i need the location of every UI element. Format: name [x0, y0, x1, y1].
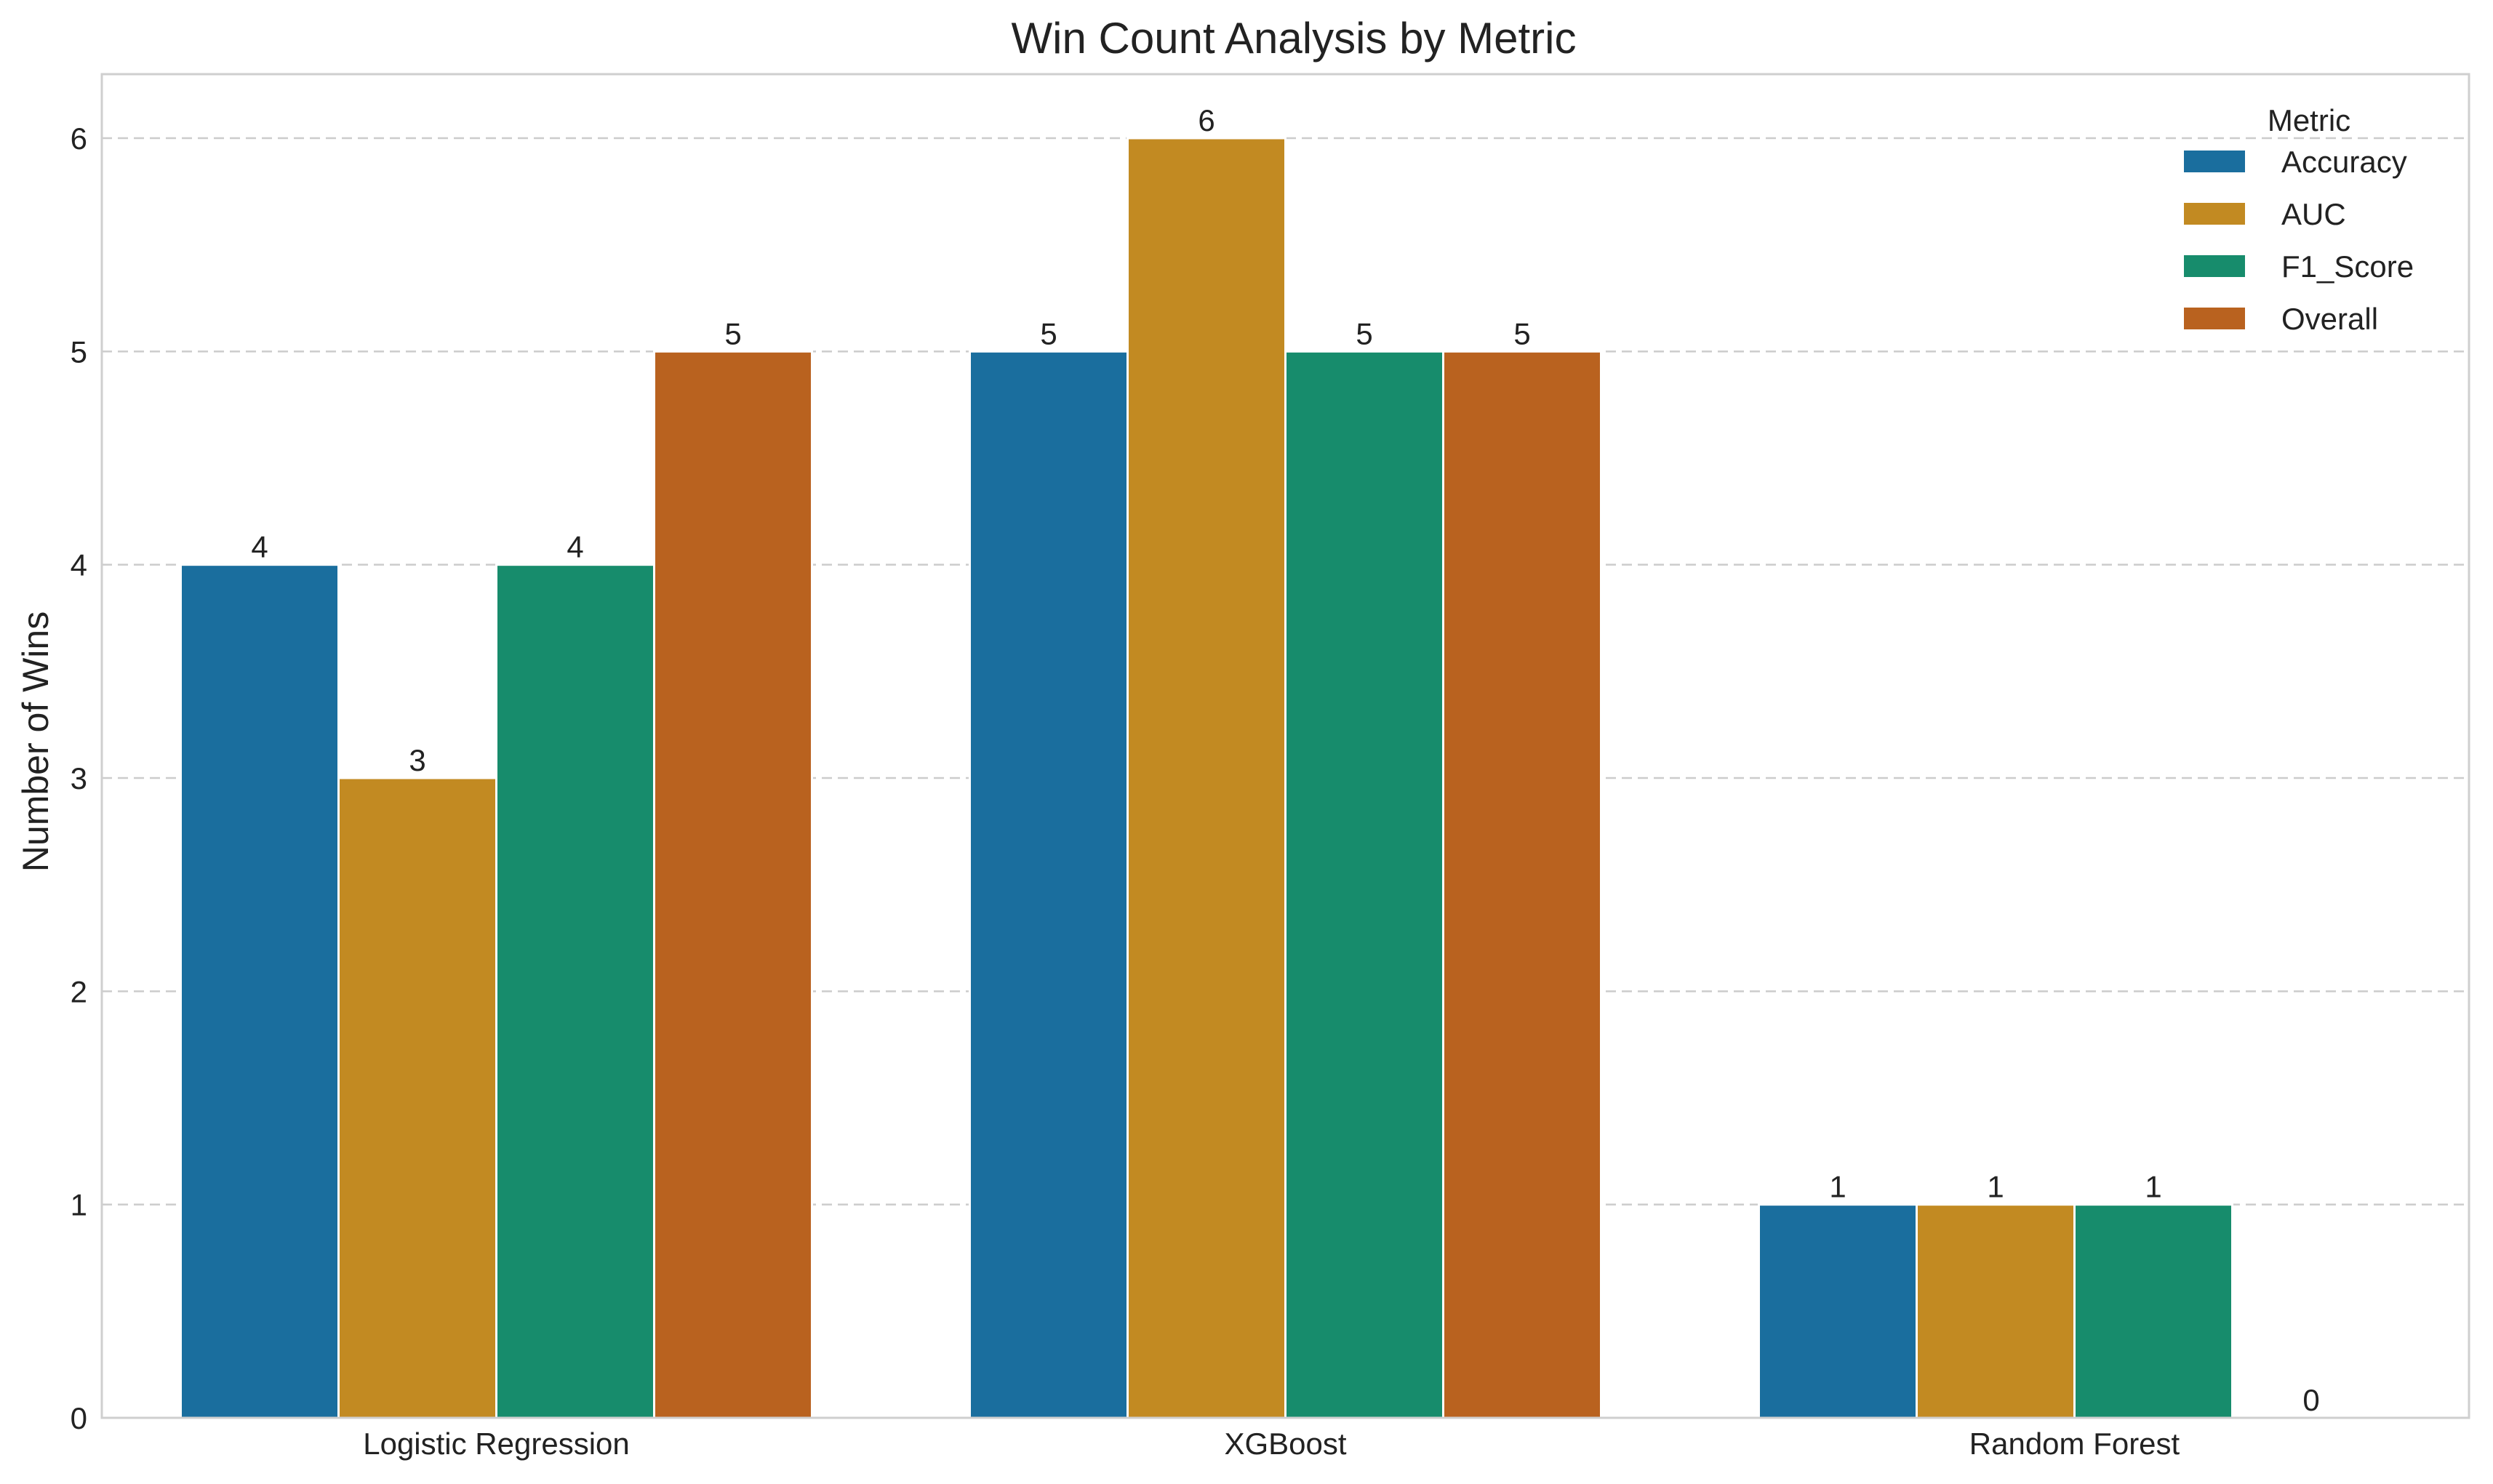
bar [1916, 1203, 2076, 1419]
legend: Metric Accuracy AUC F1_Score Overall [2184, 103, 2414, 336]
x-tick-label: Logistic Regression [363, 1427, 630, 1461]
chart-title: Win Count Analysis by Metric [1012, 14, 1577, 63]
bar-value-label: 5 [1356, 316, 1372, 350]
bar-value-label: 5 [1513, 316, 1530, 350]
bar [2073, 1203, 2233, 1419]
data-labels: 4 3 4 5 5 6 5 5 1 1 1 0 [251, 103, 2319, 1417]
bar-value-label: 5 [1040, 316, 1057, 350]
y-tick-label: 3 [71, 761, 87, 795]
bar [180, 563, 340, 1419]
bar [1284, 350, 1444, 1419]
y-tick-label: 2 [71, 974, 87, 1008]
legend-label: AUC [2281, 197, 2346, 231]
legend-swatch [2184, 255, 2245, 277]
bar-value-label: 3 [409, 743, 425, 777]
y-tick-label: 6 [71, 121, 87, 156]
y-tick-label: 1 [71, 1188, 87, 1222]
bar [653, 350, 813, 1419]
y-axis-ticks: 0 1 2 3 4 5 6 [71, 121, 87, 1435]
bar-value-label: 6 [1198, 103, 1215, 137]
x-tick-label: Random Forest [1969, 1427, 2180, 1461]
legend-label: Accuracy [2281, 145, 2407, 179]
bar [1442, 350, 1602, 1419]
legend-swatch [2184, 203, 2245, 225]
plot-frame [100, 73, 2470, 1419]
bar-value-label: 1 [1987, 1170, 2004, 1204]
legend-label: Overall [2281, 302, 2378, 336]
bar [1127, 137, 1286, 1419]
bar [969, 350, 1129, 1419]
bar-value-label: 1 [1829, 1170, 1846, 1204]
legend-swatch [2184, 308, 2245, 329]
legend-swatch [2184, 151, 2245, 172]
bar [495, 563, 655, 1419]
y-tick-label: 5 [71, 334, 87, 369]
bar [337, 777, 497, 1419]
x-tick-label: XGBoost [1224, 1427, 1346, 1461]
legend-label: F1_Score [2281, 249, 2414, 284]
legend-title: Metric [2268, 103, 2350, 137]
x-axis-ticks: Logistic Regression XGBoost Random Forest [363, 1427, 2180, 1461]
y-axis-label: Number of Wins [15, 611, 56, 872]
bar-value-label: 4 [251, 530, 268, 564]
bar-value-label: 0 [2302, 1383, 2319, 1417]
bar-value-label: 4 [567, 530, 583, 564]
bar-value-label: 5 [724, 316, 741, 350]
bars [180, 137, 2233, 1419]
bar [1758, 1203, 1918, 1419]
bar-value-label: 1 [2145, 1170, 2161, 1204]
y-tick-label: 0 [71, 1401, 87, 1435]
y-tick-label: 4 [71, 548, 87, 582]
